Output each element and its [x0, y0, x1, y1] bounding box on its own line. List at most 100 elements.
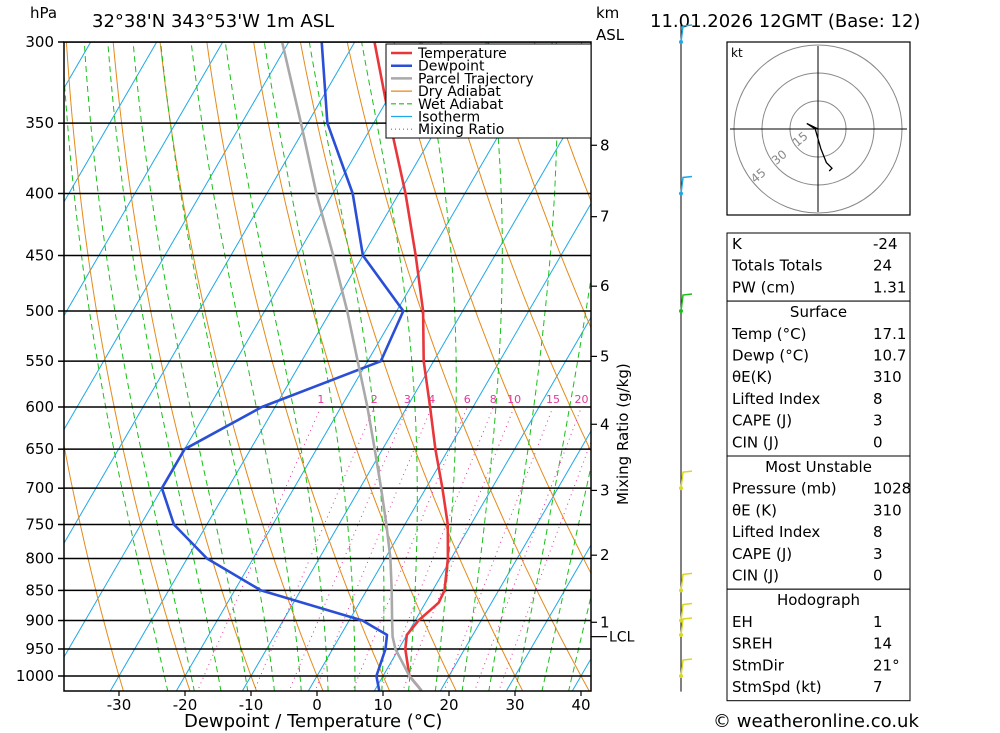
stats-box — [726, 455, 911, 590]
stats-label: PW (cm) — [732, 278, 795, 296]
km-tick-label: 6 — [600, 277, 610, 295]
legend-label: Dry Adiabat — [418, 84, 501, 100]
mixing-ratio-line — [314, 407, 432, 691]
stats-label: EH — [732, 613, 753, 631]
stats-label: Totals Totals — [731, 257, 823, 275]
background-lines: 1 2 3 4 6 8 10 15 20 25 — [64, 24, 1000, 702]
wind-profile — [679, 24, 693, 692]
axes: 3003504004505005506006507007508008509009… — [16, 33, 635, 714]
legend-label: Temperature — [417, 46, 507, 62]
mixing-ratio-label: 4 — [428, 393, 435, 406]
km-unit: km — [596, 4, 619, 22]
stats-value: 0 — [873, 567, 883, 585]
stats-label: CAPE (J) — [732, 412, 792, 430]
stats-label: θE(K) — [732, 368, 772, 386]
mixing-ratio-label: 1 — [317, 393, 324, 406]
stats-box — [726, 588, 911, 702]
profile-series — [160, 42, 450, 691]
isotherm-line — [64, 42, 422, 659]
stats-value: -24 — [873, 235, 898, 253]
pressure-tick-label: 1000 — [16, 667, 54, 685]
wet-adiabat-line — [224, 42, 329, 691]
stats-value: 3 — [873, 412, 883, 430]
stats-value: 14 — [873, 635, 892, 653]
pressure-tick-label: 550 — [25, 352, 54, 370]
mixing-ratio-label: 8 — [490, 393, 497, 406]
legend-label: Parcel Trajectory — [418, 71, 534, 87]
stats-value: 1 — [873, 613, 883, 631]
pressure-tick-label: 950 — [25, 640, 54, 658]
pressure-tick-label: 750 — [25, 516, 54, 534]
pressure-tick-label: 450 — [25, 247, 54, 265]
stats-value: 21° — [873, 656, 900, 674]
x-tick-label: 20 — [439, 696, 458, 714]
isotherm-line — [64, 42, 158, 203]
stats-section-title: Hodograph — [777, 591, 860, 609]
dry-adiabat-line — [64, 442, 124, 691]
wind-barb-dot — [679, 486, 683, 491]
stats-value: 1.31 — [873, 278, 906, 296]
x-tick-label: -30 — [107, 696, 132, 714]
isotherm-line — [505, 543, 591, 691]
legend-label: Isotherm — [418, 110, 480, 126]
stats-label: Lifted Index — [732, 390, 820, 408]
legend-label: Dewpoint — [418, 59, 485, 75]
dry-adiabat-line — [946, 24, 1000, 702]
mixing-ratio-label: 15 — [546, 393, 560, 406]
wet-adiabat-line — [83, 42, 195, 691]
stats-value: 8 — [873, 390, 883, 408]
wet-adiabat-line — [488, 42, 558, 691]
dry-adiabat-line — [206, 42, 391, 691]
stats-label: K — [732, 235, 743, 253]
location-title: 32°38'N 343°53'W 1m ASL — [92, 11, 334, 32]
mixing-ratio-label: 3 — [404, 393, 411, 406]
wet-adiabat-line — [263, 42, 356, 691]
wind-barb — [680, 658, 693, 677]
stats-box — [726, 232, 911, 302]
wind-barb — [680, 470, 693, 489]
mixing-ratio-line — [253, 407, 375, 691]
x-tick-label: -20 — [173, 696, 198, 714]
stats-label: StmSpd (kt) — [732, 678, 822, 696]
stats-label: CIN (J) — [732, 567, 779, 585]
stats-section-title: Most Unstable — [765, 458, 872, 476]
mixing-ratio-label: 25 — [597, 393, 611, 406]
stats-label: SREH — [732, 635, 773, 653]
legend-label: Wet Adiabat — [418, 97, 504, 113]
pressure-tick-label: 350 — [25, 114, 54, 132]
stats-value: 3 — [873, 545, 883, 563]
stats-value: 1028 — [873, 480, 911, 498]
stats-value: 24 — [873, 257, 892, 275]
dry-adiabat-line — [992, 24, 1000, 702]
isotherm-line — [439, 430, 591, 691]
wind-barb — [680, 617, 693, 636]
pressure-tick-label: 600 — [25, 398, 54, 416]
series-temperature — [373, 42, 450, 691]
stats-table: K -24 Totals Totals 24 PW (cm) 1.31 Surface Tem… — [726, 232, 911, 702]
x-tick-label: 10 — [373, 696, 392, 714]
mixing-ratio-axis-label: Mixing Ratio (g/kg) — [614, 363, 632, 505]
stats-value: 310 — [873, 501, 902, 519]
stats-value: 10.7 — [873, 347, 906, 365]
x-tick-label: 0 — [312, 696, 322, 714]
stats-label: StmDir — [732, 656, 785, 674]
x-tick-label: -10 — [239, 696, 264, 714]
stats-label: CIN (J) — [732, 433, 779, 451]
datetime-title: 11.01.2026 12GMT (Base: 12) — [650, 11, 920, 32]
wind-barb-dot — [679, 674, 683, 678]
km-tick-label: 8 — [600, 136, 610, 154]
legend-label: Mixing Ratio — [418, 122, 504, 138]
mixing-ratio-label: 2 — [371, 393, 378, 406]
dry-adiabat-line — [253, 42, 457, 691]
isotherm-line — [64, 42, 224, 317]
mixing-ratio-label: 20 — [575, 393, 589, 406]
pressure-tick-label: 650 — [25, 440, 54, 458]
km-tick-label: 3 — [600, 481, 610, 499]
wind-barb — [680, 293, 693, 312]
pressure-unit: hPa — [30, 4, 57, 22]
stats-label: Pressure (mb) — [732, 480, 837, 498]
wind-barb-dot — [679, 632, 683, 637]
